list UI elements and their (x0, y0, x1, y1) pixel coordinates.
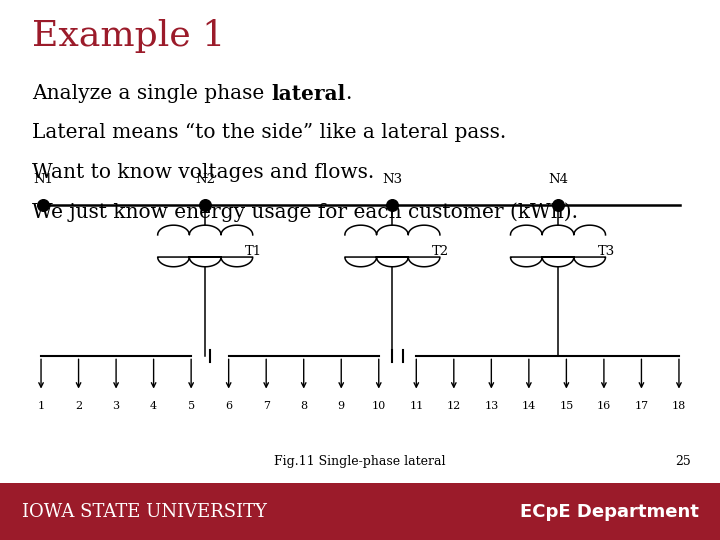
Text: 4: 4 (150, 401, 157, 411)
Text: T3: T3 (598, 245, 615, 258)
Text: 11: 11 (409, 401, 423, 411)
Text: 7: 7 (263, 401, 270, 411)
Text: N2: N2 (195, 173, 215, 186)
Text: Fig.11 Single-phase lateral: Fig.11 Single-phase lateral (274, 455, 446, 468)
Text: 3: 3 (112, 401, 120, 411)
Text: N4: N4 (548, 173, 568, 186)
Text: N1: N1 (33, 173, 53, 186)
Text: IOWA STATE UNIVERSITY: IOWA STATE UNIVERSITY (22, 503, 266, 521)
Text: Analyze a single phase: Analyze a single phase (32, 84, 271, 103)
Text: 16: 16 (597, 401, 611, 411)
Text: Want to know voltages and flows.: Want to know voltages and flows. (32, 163, 374, 181)
Text: Example 1: Example 1 (32, 19, 225, 53)
Text: lateral: lateral (271, 84, 346, 104)
Text: 12: 12 (446, 401, 461, 411)
FancyBboxPatch shape (0, 483, 720, 540)
Text: N3: N3 (382, 173, 402, 186)
Point (387, 201, 398, 210)
Text: 17: 17 (634, 401, 649, 411)
Text: T2: T2 (432, 245, 449, 258)
Text: 2: 2 (75, 401, 82, 411)
Text: 9: 9 (338, 401, 345, 411)
Text: 14: 14 (522, 401, 536, 411)
Text: 13: 13 (485, 401, 498, 411)
Text: 25: 25 (675, 455, 691, 468)
Point (37, 201, 49, 210)
Text: 18: 18 (672, 401, 686, 411)
Text: 5: 5 (188, 401, 194, 411)
Point (552, 201, 564, 210)
Text: 10: 10 (372, 401, 386, 411)
Text: .: . (346, 84, 351, 103)
Text: Lateral means “to the side” like a lateral pass.: Lateral means “to the side” like a later… (32, 123, 507, 142)
Text: 1: 1 (37, 401, 45, 411)
Text: 6: 6 (225, 401, 233, 411)
Text: T1: T1 (245, 245, 262, 258)
Text: ECpE Department: ECpE Department (520, 503, 698, 521)
Text: 8: 8 (300, 401, 307, 411)
Text: 15: 15 (559, 401, 574, 411)
Point (199, 201, 211, 210)
Text: We just know energy usage for each customer (kWh).: We just know energy usage for each custo… (32, 202, 578, 221)
